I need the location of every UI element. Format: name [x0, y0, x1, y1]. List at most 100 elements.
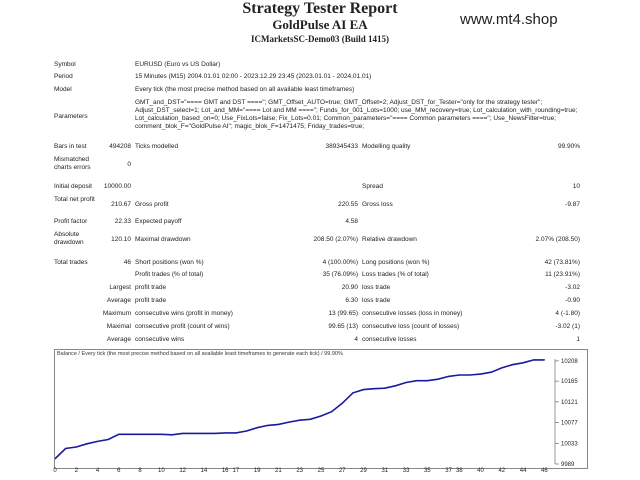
loss-trades-value: 11 (23.91%) [545, 271, 580, 278]
model-value: Every tick (the most precise method base… [135, 86, 355, 93]
balance-point [533, 359, 535, 361]
balance-point [256, 427, 258, 429]
total-trades-label: Total trades [54, 259, 88, 266]
broker-info: ICMarketsSC-Demo03 (Build 1415) [251, 34, 389, 44]
symbol-value: EURUSD (Euro vs US Dollar) [135, 61, 221, 68]
x-tick-label: 12 [179, 468, 187, 474]
balance-point [150, 433, 152, 435]
x-tick-label: 46 [541, 468, 548, 474]
initial-deposit-value: 10000.00 [103, 183, 131, 190]
maximal-consecutive-profit-label: consecutive profit (count of wins) [135, 323, 230, 330]
x-tick-label: 31 [381, 468, 389, 474]
balance-point [107, 438, 109, 441]
profit-trades-label: Profit trades (% of total) [135, 271, 204, 278]
maximal-consecutive-profit-value: 99.65 (13) [328, 323, 358, 330]
balance-point [192, 432, 194, 434]
max-consecutive-losses-value: 4 (-1.80) [555, 310, 580, 317]
profit-factor-label: Profit factor [54, 218, 88, 225]
profit-factor-value: 22.33 [114, 218, 131, 225]
balance-point [128, 433, 131, 435]
gross-loss-value: -9.87 [565, 201, 580, 208]
average-consecutive-losses-label: consecutive losses [362, 336, 417, 343]
balance-point [501, 367, 503, 369]
balance-point [65, 447, 67, 450]
bars-label: Bars in test [54, 143, 87, 150]
balance-point [299, 419, 301, 421]
report-title: Strategy Tester Report [242, 0, 398, 17]
balance-point [437, 378, 439, 380]
x-tick-label: 10 [158, 468, 165, 474]
balance-point [97, 440, 99, 442]
balance-point [352, 392, 354, 394]
x-tick-label: 29 [360, 468, 367, 474]
balance-point [362, 389, 365, 391]
x-tick-label: 27 [338, 468, 346, 474]
max-consecutive-wins-label: consecutive wins (profit in money) [135, 310, 233, 317]
average-profit-label: profit trade [135, 297, 167, 304]
mismatch-value: 0 [127, 161, 131, 168]
balance-point [171, 434, 173, 436]
quality-value: 99.90% [557, 143, 580, 150]
balance-point [288, 421, 290, 423]
average-loss-label: loss trade [362, 297, 391, 304]
y-tick-label: 10208 [561, 359, 578, 365]
x-tick-label: 40 [477, 468, 484, 474]
x-tick-label: 35 [423, 468, 431, 474]
y-tick-label: 10165 [561, 379, 578, 385]
x-tick-label: 44 [519, 468, 527, 474]
x-tick-label: 0 [53, 468, 57, 474]
balance-point [55, 458, 56, 460]
x-tick-label: 33 [402, 468, 410, 474]
balance-point [160, 433, 162, 435]
ticks-value: 389345433 [325, 143, 358, 150]
average-consecutive-wins-value: 4 [354, 336, 358, 343]
ea-name: GoldPulse AI EA [272, 17, 368, 32]
balance-point [203, 432, 205, 434]
short-positions-value: 4 (100.00%) [322, 259, 358, 266]
balance-point [511, 364, 513, 366]
x-tick-label: 19 [253, 468, 261, 474]
average-profit-value: 6.30 [345, 297, 358, 304]
net-profit-label: Total net profit [54, 196, 95, 203]
gross-profit-label: Gross profit [135, 201, 169, 208]
x-tick-label: 42 [498, 468, 506, 474]
balance-point [394, 385, 396, 387]
bars-value: 494208 [109, 143, 131, 150]
x-tick-label: 8 [138, 468, 142, 474]
balance-point [469, 374, 471, 376]
balance-point [224, 432, 226, 434]
balance-point [458, 374, 460, 376]
average-loss-value: -0.90 [565, 297, 580, 304]
balance-point [182, 432, 184, 434]
absolute-drawdown-label: Absolute drawdown [54, 231, 84, 246]
spread-label: Spread [362, 183, 383, 190]
balance-point [373, 388, 375, 390]
relative-drawdown-label: Relative drawdown [362, 236, 417, 243]
gross-profit-value: 220.55 [338, 201, 358, 208]
max-consecutive-losses-label: consecutive losses (loss in money) [362, 310, 463, 317]
maximal-label: Maximal [106, 323, 131, 330]
maximal-consecutive-loss-value: -3.02 (1) [555, 323, 580, 330]
largest-profit-label: profit trade [135, 284, 167, 291]
balance-point [384, 387, 386, 389]
x-tick-label: 17 [232, 468, 240, 474]
net-profit-value: 210.67 [111, 201, 131, 208]
largest-profit-value: 20.90 [341, 284, 358, 291]
profit-trades-value: 35 (76.09%) [322, 271, 358, 278]
x-tick-label: 38 [455, 468, 463, 474]
balance-point [331, 411, 333, 413]
total-trades-value: 46 [123, 259, 131, 266]
x-tick-label: 14 [200, 468, 208, 474]
balance-point [416, 380, 418, 382]
x-tick-label: 16 [221, 468, 229, 474]
initial-deposit-label: Initial deposit [54, 183, 92, 190]
expected-payoff-value: 4.58 [345, 218, 358, 225]
y-tick-label: 10077 [561, 421, 578, 427]
balance-point [320, 415, 322, 417]
balance-point [426, 380, 428, 382]
period-value: 15 Minutes (M15) 2004.01.01 02:00 - 2023… [135, 73, 372, 80]
short-positions-label: Short positions (won %) [135, 259, 204, 266]
balance-point [267, 424, 269, 426]
x-tick-label: 25 [317, 468, 325, 474]
absolute-drawdown-value: 120.10 [111, 236, 131, 243]
